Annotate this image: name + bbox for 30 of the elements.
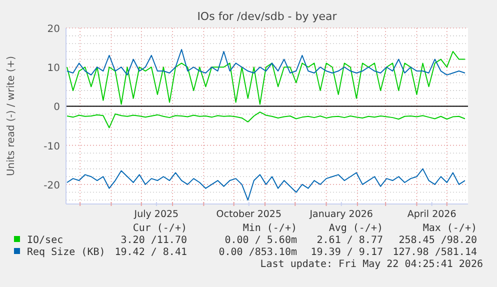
y-tick-label: -10 <box>44 141 60 152</box>
text: Last update: Fri May 22 04:25:41 2026 <box>260 259 483 270</box>
text: 3.20 /11.70 <box>120 235 187 246</box>
text: 0.00 / 5.60m <box>224 235 297 246</box>
x-tick-label: April 2026 <box>407 209 456 220</box>
line-series <box>66 168 466 201</box>
line-series <box>66 112 466 128</box>
text: 0.00 /853.10m <box>218 247 297 258</box>
x-tick-label: July 2025 <box>133 209 179 220</box>
text: 127.98 /581.14 <box>392 247 477 258</box>
chart-title: IOs for /dev/sdb - by year <box>197 10 338 23</box>
line-series <box>66 49 466 76</box>
text: 258.45 /98.20 <box>398 235 477 246</box>
text: 19.39 / 9.17 <box>310 247 383 258</box>
text: Max (-/+) <box>422 223 477 234</box>
x-tick-label: January 2026 <box>308 209 373 220</box>
y-tick-label: 0 <box>54 102 60 114</box>
y-tick-label: 10 <box>47 63 60 74</box>
text: 2.61 / 8.77 <box>316 235 383 246</box>
y-tick-label: 20 <box>47 24 60 35</box>
text: Min (-/+) <box>242 223 297 234</box>
y-axis-title: Units read (-) / write (+) <box>6 56 17 176</box>
line-series <box>66 50 466 105</box>
legend-label: Req Size (KB) <box>27 247 106 258</box>
y-tick-label: -20 <box>44 180 60 192</box>
text: Avg (-/+) <box>328 223 383 234</box>
legend-label: IO/sec <box>27 235 64 246</box>
text: 19.42 / 8.41 <box>114 247 187 258</box>
text: Cur (-/+) <box>132 223 187 234</box>
x-tick-label: October 2025 <box>216 209 282 220</box>
